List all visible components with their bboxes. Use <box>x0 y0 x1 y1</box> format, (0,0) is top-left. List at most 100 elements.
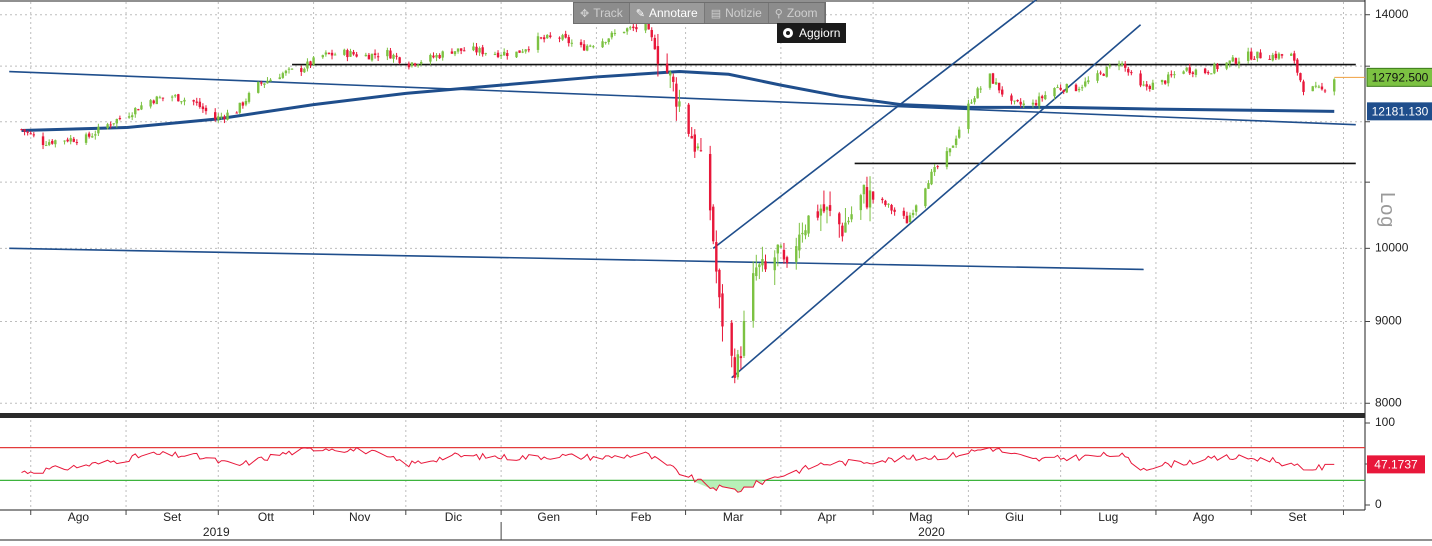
candle-body <box>970 102 973 104</box>
candle-body <box>1256 51 1259 59</box>
candle-body <box>739 356 743 359</box>
candle-body <box>850 214 853 220</box>
candle-body <box>592 46 595 48</box>
candle-body <box>152 100 155 104</box>
candle-body <box>413 63 417 66</box>
candle-body <box>84 134 88 143</box>
candle-body <box>1031 102 1035 105</box>
candle-body <box>1216 64 1219 70</box>
annotate-label: Annotare <box>649 6 698 20</box>
candle-body <box>1250 51 1253 60</box>
track-button[interactable]: ✥ Track <box>574 3 630 23</box>
candle-body <box>278 77 281 80</box>
magnifier-icon: ⚲ <box>774 7 783 20</box>
candle-body <box>1142 84 1145 86</box>
candle-body <box>386 50 389 57</box>
candle-body <box>1191 72 1195 74</box>
price-tick-label: 14000 <box>1375 7 1409 21</box>
candle-body <box>1062 90 1065 92</box>
price-tick-label: 9000 <box>1375 314 1402 328</box>
zoom-button[interactable]: ⚲ Zoom <box>769 3 825 23</box>
candle-body <box>825 207 829 210</box>
candle-body <box>936 166 939 168</box>
month-tick-label: Mar <box>723 510 744 524</box>
candle-body <box>773 257 776 271</box>
candle-body <box>601 41 604 48</box>
candle-body <box>718 269 721 298</box>
candle-body <box>752 273 755 321</box>
candle-body <box>66 139 69 142</box>
candle-body <box>730 322 733 356</box>
candle-body <box>149 100 152 107</box>
candle-body <box>192 100 195 102</box>
candle-body <box>862 184 866 195</box>
candle-body <box>693 134 696 152</box>
candle-body <box>991 73 995 84</box>
candle-body <box>582 44 586 51</box>
candle-body <box>1022 103 1025 106</box>
candle-body <box>373 53 377 56</box>
candle-body <box>1096 73 1099 81</box>
candle-body <box>195 101 198 103</box>
candle-body <box>994 82 998 85</box>
month-tick-label: Mag <box>909 510 932 524</box>
candle-body <box>72 138 75 142</box>
candle-body <box>1056 87 1059 89</box>
candle-body <box>776 244 780 254</box>
candle-body <box>223 116 226 119</box>
candle-body <box>364 54 368 57</box>
candle-body <box>905 215 909 224</box>
candle-body <box>1040 96 1044 99</box>
candle-body <box>502 51 506 56</box>
candle-body <box>1108 65 1112 67</box>
candle-body <box>44 145 48 147</box>
candle-body <box>822 204 826 212</box>
candle-body <box>201 106 205 110</box>
candle-body <box>841 225 844 237</box>
log-scale-label[interactable]: Log <box>1376 192 1398 229</box>
update-button[interactable]: Aggiorn <box>777 23 847 43</box>
candle-body <box>1010 95 1013 101</box>
candle-body <box>330 52 334 56</box>
rsi-tick-label: 100 <box>1375 415 1395 429</box>
news-button[interactable]: ▤ Notizie <box>705 3 769 23</box>
candle-body <box>607 38 610 43</box>
candle-body <box>170 96 174 98</box>
candle-body <box>801 232 804 235</box>
candle-body <box>924 188 927 207</box>
candle-body <box>478 48 481 53</box>
candle-body <box>930 171 933 185</box>
month-tick-label: Nov <box>349 510 370 524</box>
candle-body <box>515 51 518 58</box>
candle-body <box>973 98 976 103</box>
annotate-button[interactable]: ✎ Annotare <box>629 3 705 23</box>
candle-body <box>819 208 823 216</box>
candle-body <box>32 134 36 136</box>
candle-body <box>868 190 872 208</box>
candle-body <box>281 73 285 78</box>
candle-body <box>1130 72 1133 74</box>
candle-body <box>220 116 223 118</box>
candle-body <box>118 118 122 120</box>
candle-body <box>106 124 109 129</box>
candle-body <box>1237 61 1241 65</box>
candle-body <box>137 109 140 111</box>
rsi-tick-label: 0 <box>1375 497 1382 511</box>
last-price-label: 12792.500 <box>1372 71 1429 85</box>
candle-body <box>1314 85 1318 87</box>
candle-body <box>481 47 484 55</box>
pane-divider <box>0 413 1365 418</box>
candle-body <box>475 46 478 53</box>
candle-body <box>306 61 309 69</box>
candle-body <box>865 187 869 208</box>
candle-body <box>177 94 180 102</box>
candle-body <box>140 105 143 110</box>
candle-body <box>327 52 331 54</box>
candle-body <box>109 124 112 126</box>
candle-body <box>567 37 570 44</box>
month-tick-label: Lug <box>1098 510 1118 524</box>
candle-body <box>183 99 186 102</box>
candle-body <box>1080 87 1084 89</box>
candle-body <box>887 203 890 205</box>
